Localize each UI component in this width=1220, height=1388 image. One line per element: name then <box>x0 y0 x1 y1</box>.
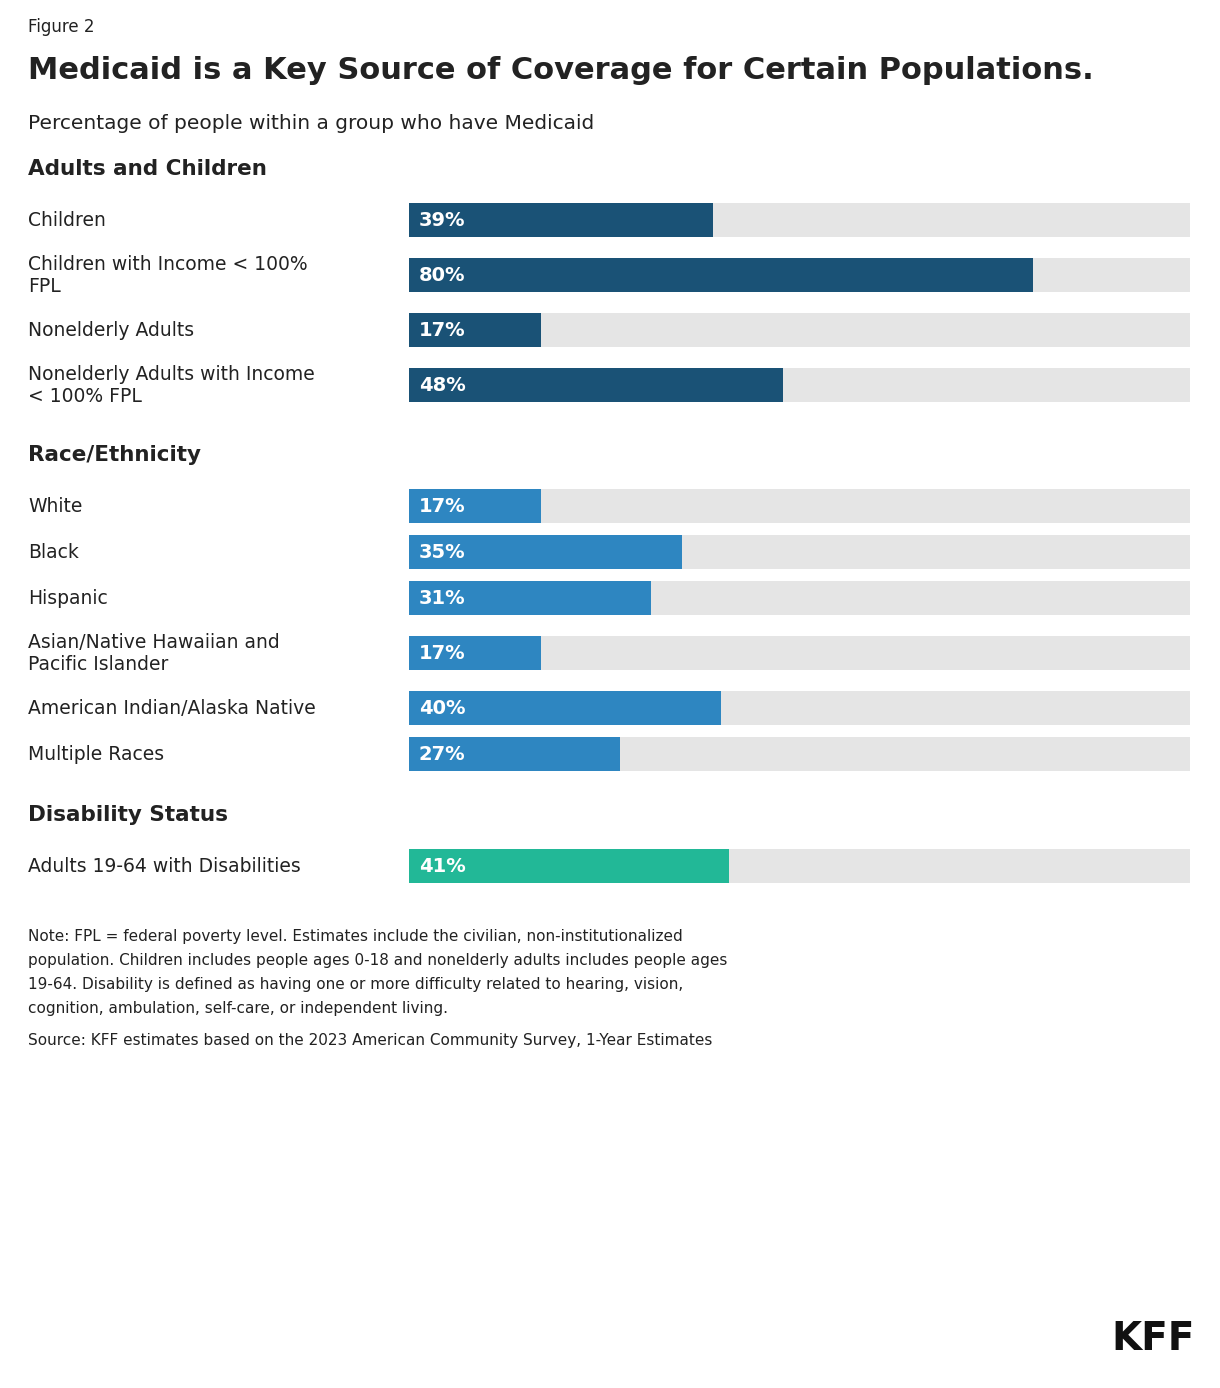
Text: 27%: 27% <box>418 744 465 763</box>
Text: White: White <box>28 497 83 515</box>
Bar <box>409 849 1190 883</box>
Text: Note: FPL = federal poverty level. Estimates include the civilian, non-instituti: Note: FPL = federal poverty level. Estim… <box>28 929 683 944</box>
Text: 19-64. Disability is defined as having one or more difficulty related to hearing: 19-64. Disability is defined as having o… <box>28 977 683 992</box>
Bar <box>409 368 1190 403</box>
Text: 31%: 31% <box>418 589 465 608</box>
Text: Adults 19-64 with Disabilities: Adults 19-64 with Disabilities <box>28 856 301 876</box>
Text: Figure 2: Figure 2 <box>28 18 94 36</box>
Text: KFF: KFF <box>1111 1320 1196 1357</box>
Bar <box>409 582 650 615</box>
Bar <box>409 258 1190 291</box>
Text: < 100% FPL: < 100% FPL <box>28 387 142 407</box>
Text: Asian/Native Hawaiian and: Asian/Native Hawaiian and <box>28 633 279 652</box>
Bar <box>409 314 542 347</box>
Text: Black: Black <box>28 543 79 562</box>
Text: Source: KFF estimates based on the 2023 American Community Survey, 1-Year Estima: Source: KFF estimates based on the 2023 … <box>28 1033 712 1048</box>
Bar <box>409 314 1190 347</box>
Text: cognition, ambulation, self-care, or independent living.: cognition, ambulation, self-care, or ind… <box>28 1001 448 1016</box>
Bar <box>409 489 1190 523</box>
Bar <box>409 203 714 237</box>
Bar <box>409 691 721 725</box>
Text: Nonelderly Adults with Income: Nonelderly Adults with Income <box>28 365 315 384</box>
Bar <box>409 737 1190 770</box>
Bar <box>409 737 620 770</box>
Bar <box>409 258 1033 291</box>
Text: 39%: 39% <box>418 211 465 229</box>
Text: Children with Income < 100%: Children with Income < 100% <box>28 255 307 273</box>
Bar <box>409 489 542 523</box>
Text: 17%: 17% <box>418 644 465 662</box>
Text: Multiple Races: Multiple Races <box>28 744 165 763</box>
Bar <box>409 691 1190 725</box>
Bar <box>409 368 783 403</box>
Text: Medicaid is a Key Source of Coverage for Certain Populations.: Medicaid is a Key Source of Coverage for… <box>28 56 1094 85</box>
Bar <box>409 582 1190 615</box>
Text: Race/Ethnicity: Race/Ethnicity <box>28 446 201 465</box>
Text: Children: Children <box>28 211 106 229</box>
Text: population. Children includes people ages 0-18 and nonelderly adults includes pe: population. Children includes people age… <box>28 954 727 967</box>
Text: 35%: 35% <box>418 543 465 562</box>
Text: Hispanic: Hispanic <box>28 589 107 608</box>
Bar <box>409 534 1190 569</box>
Text: 17%: 17% <box>418 321 465 340</box>
Text: 80%: 80% <box>418 265 465 285</box>
Text: Pacific Islander: Pacific Islander <box>28 655 168 675</box>
Text: 41%: 41% <box>418 856 466 876</box>
Text: American Indian/Alaska Native: American Indian/Alaska Native <box>28 698 316 718</box>
Bar <box>409 636 542 670</box>
Text: 17%: 17% <box>418 497 465 515</box>
Text: 40%: 40% <box>418 698 465 718</box>
Text: Percentage of people within a group who have Medicaid: Percentage of people within a group who … <box>28 114 594 133</box>
Bar <box>409 534 682 569</box>
Bar <box>409 203 1190 237</box>
Text: Adults and Children: Adults and Children <box>28 160 267 179</box>
Text: 48%: 48% <box>418 376 466 394</box>
Bar <box>409 636 1190 670</box>
Text: Nonelderly Adults: Nonelderly Adults <box>28 321 194 340</box>
Bar <box>409 849 728 883</box>
Text: Disability Status: Disability Status <box>28 805 228 824</box>
Text: FPL: FPL <box>28 278 61 296</box>
